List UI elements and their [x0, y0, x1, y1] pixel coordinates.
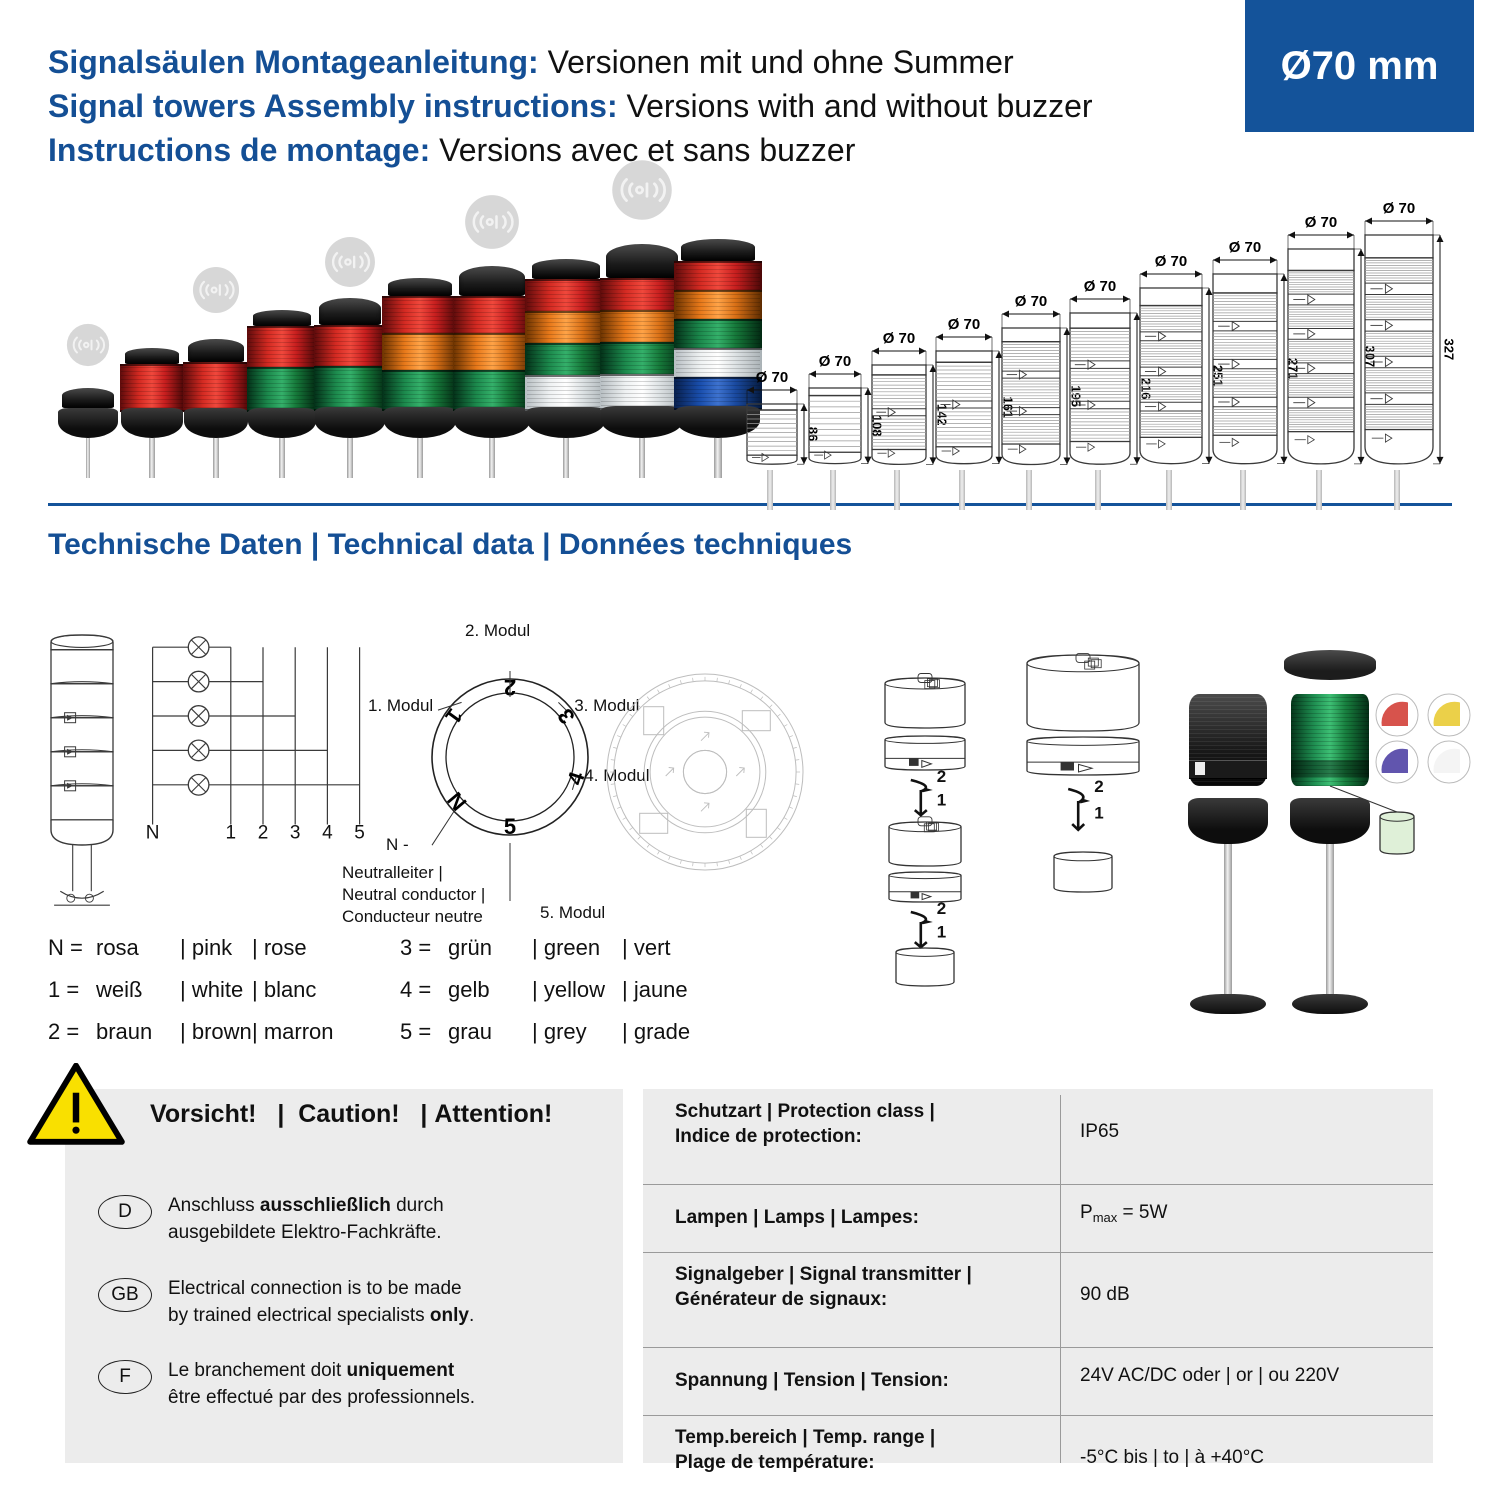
- svg-text:2: 2: [504, 675, 516, 700]
- svg-text:1: 1: [937, 790, 946, 809]
- svg-text:2: 2: [937, 767, 946, 786]
- svg-text:5: 5: [504, 814, 516, 839]
- svg-text:2: 2: [1094, 777, 1103, 796]
- svg-text:1: 1: [1094, 804, 1103, 823]
- svg-text:2: 2: [937, 899, 946, 918]
- svg-text:N: N: [146, 823, 160, 844]
- svg-text:N: N: [442, 787, 471, 815]
- svg-text:1: 1: [937, 922, 946, 941]
- svg-text:1: 1: [226, 823, 237, 844]
